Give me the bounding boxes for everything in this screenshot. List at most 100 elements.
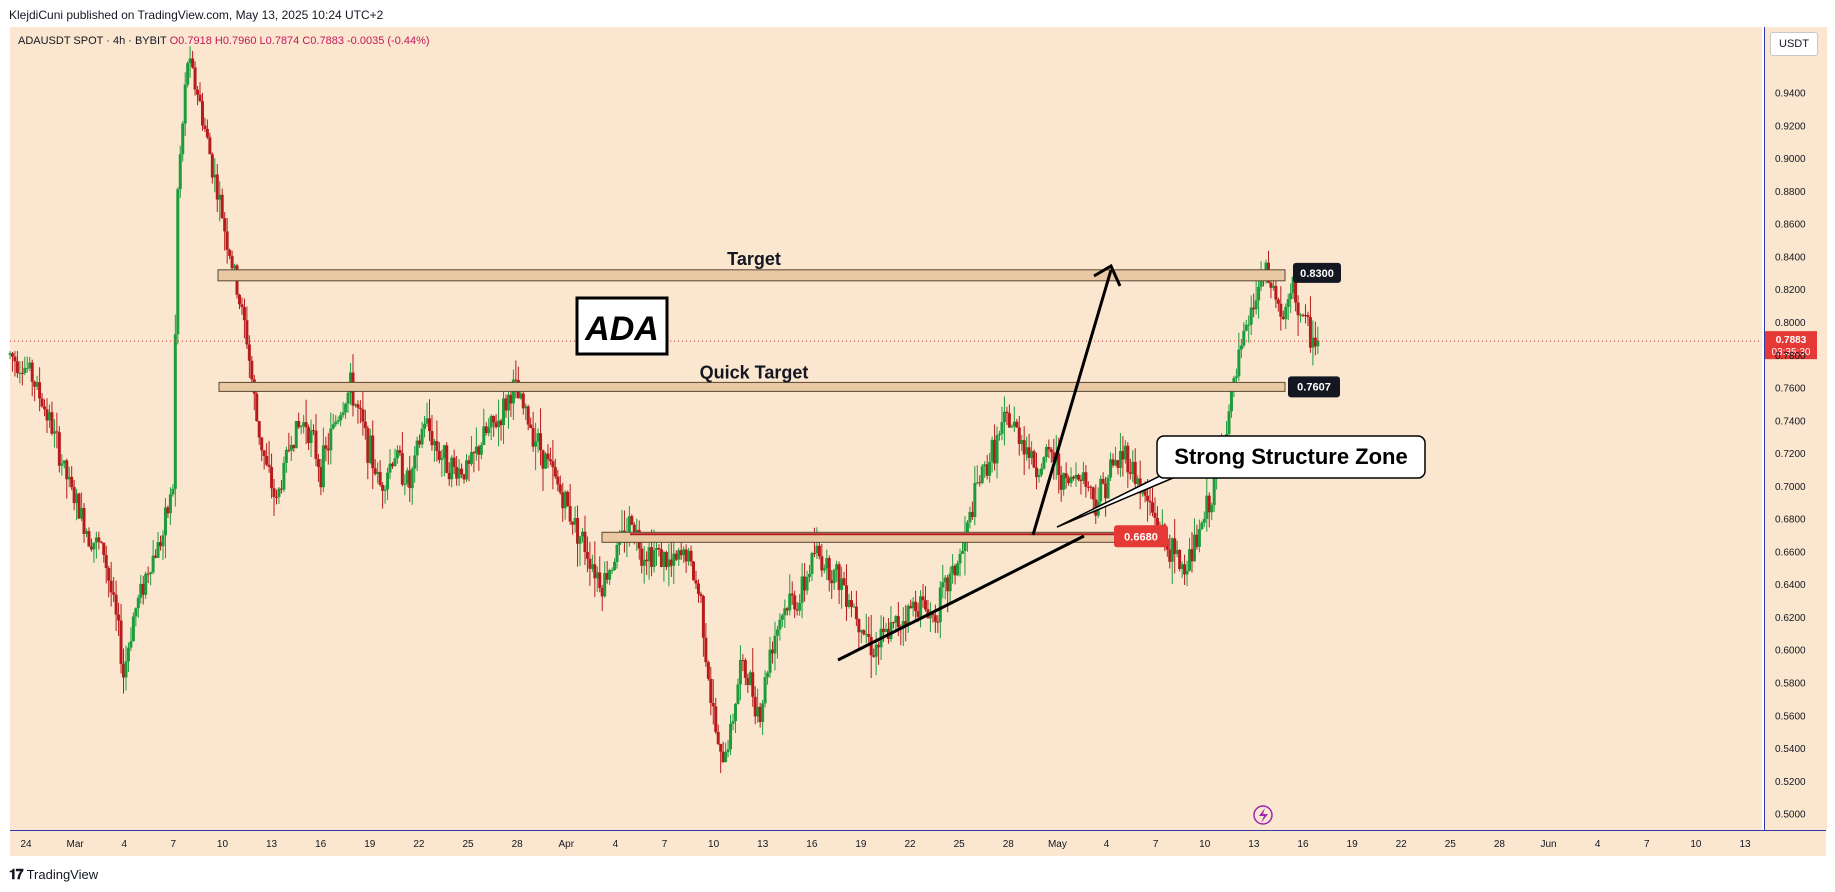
- candle-body: [1180, 564, 1184, 569]
- candle-body: [659, 549, 663, 567]
- candle-body: [353, 404, 357, 406]
- candle-body: [425, 418, 429, 424]
- candle-body: [1049, 449, 1053, 453]
- candle-body: [716, 731, 720, 744]
- candle-body: [166, 507, 170, 514]
- candle-body: [159, 542, 163, 547]
- candle-body: [440, 458, 444, 460]
- structure-price-label: 0.6680: [1124, 531, 1158, 543]
- candle-body: [178, 154, 182, 190]
- candle-body: [529, 424, 533, 429]
- price-tick-label: 0.8400: [1775, 252, 1806, 263]
- candle-body: [1067, 478, 1071, 484]
- price-tick-label: 0.6800: [1775, 515, 1806, 526]
- candle-body: [144, 573, 148, 595]
- candle-body: [176, 189, 180, 335]
- candle-body: [1296, 302, 1300, 316]
- publisher-text: KlejdiCuni published on TradingView.com,…: [9, 8, 384, 22]
- candle-body: [316, 459, 320, 467]
- candle-body: [35, 382, 39, 387]
- candle-body: [277, 488, 281, 498]
- candle-body: [1185, 570, 1189, 575]
- candle-body: [896, 616, 900, 628]
- time-tick-label: Jun: [1540, 839, 1556, 850]
- candle-body: [788, 593, 792, 611]
- structure-price-box: [1114, 525, 1168, 548]
- candle-body: [956, 563, 960, 576]
- target-price-label: 0.8300: [1300, 268, 1334, 280]
- candle-body: [181, 123, 185, 155]
- candle-body: [785, 608, 789, 611]
- time-axis[interactable]: [10, 830, 1826, 857]
- candle-body: [28, 362, 32, 368]
- candle-body: [154, 555, 158, 558]
- candle-body: [630, 516, 634, 525]
- candle-body: [1027, 447, 1031, 458]
- candle-body: [129, 641, 133, 648]
- candle-body: [815, 545, 819, 554]
- time-tick-label: 22: [904, 839, 916, 850]
- callout-box: [1156, 435, 1426, 479]
- candle-body: [494, 422, 498, 428]
- candle-body: [1131, 461, 1135, 474]
- candle-body: [502, 398, 506, 426]
- candle-body: [867, 634, 871, 637]
- candle-body: [92, 542, 96, 550]
- candle-body: [45, 409, 49, 421]
- candle-body: [583, 531, 587, 553]
- candle-body: [948, 573, 952, 592]
- candle-body: [825, 558, 829, 569]
- candle-body: [395, 450, 399, 459]
- candle-body: [139, 583, 143, 598]
- ohlc-low: L0.7874: [259, 35, 300, 47]
- candle-body: [1294, 276, 1298, 303]
- candle-body: [445, 445, 449, 473]
- candle-body: [489, 415, 493, 428]
- candle-body: [284, 449, 288, 463]
- candle-body: [830, 580, 834, 584]
- candle-body: [460, 468, 464, 475]
- candle-body: [603, 573, 607, 597]
- candle-body: [884, 628, 888, 633]
- time-tick-label: 4: [613, 839, 619, 850]
- tradingview-logo[interactable]: 𝟏𝟕 TradingView: [9, 866, 98, 883]
- candle-body: [593, 564, 597, 579]
- candle-body: [1030, 451, 1034, 458]
- candle-body: [423, 423, 427, 429]
- currency-button[interactable]: USDT: [1770, 32, 1818, 56]
- candle-body: [679, 550, 683, 556]
- candle-body: [803, 576, 807, 591]
- candle-body: [608, 570, 612, 580]
- candle-body: [312, 430, 316, 432]
- candle-body: [1057, 453, 1061, 476]
- candle-body: [1239, 345, 1243, 350]
- candle-body: [1020, 440, 1024, 444]
- candle-body: [10, 353, 14, 357]
- candle-body: [1274, 285, 1278, 300]
- price-axis[interactable]: [1764, 27, 1827, 830]
- candle-body: [568, 506, 572, 522]
- candle-body: [213, 174, 217, 178]
- candle-body: [420, 428, 424, 445]
- price-tick-label: 0.5800: [1775, 679, 1806, 690]
- candle-body: [1289, 293, 1293, 300]
- ohlc-change: -0.0035 (-0.44%): [347, 35, 430, 47]
- candle-body: [993, 439, 997, 464]
- candle-body: [319, 466, 323, 488]
- candle-body: [662, 552, 666, 567]
- candle-body: [751, 672, 755, 697]
- candle-body: [134, 608, 138, 617]
- candle-body: [1099, 478, 1103, 502]
- symbol-label: ADAUSDT SPOT · 4h · BYBIT: [18, 35, 167, 47]
- time-tick-label: 13: [266, 839, 278, 850]
- candle-body: [1200, 522, 1204, 530]
- candle-body: [580, 531, 584, 537]
- candle-body: [210, 154, 214, 178]
- chart-pane[interactable]: [10, 27, 1762, 830]
- price-tick-label: 0.8600: [1775, 220, 1806, 231]
- candle-body: [613, 561, 617, 571]
- candle-body: [307, 427, 311, 444]
- candle-body: [1062, 473, 1066, 490]
- candle-body: [921, 596, 925, 601]
- trendline: [837, 534, 1085, 662]
